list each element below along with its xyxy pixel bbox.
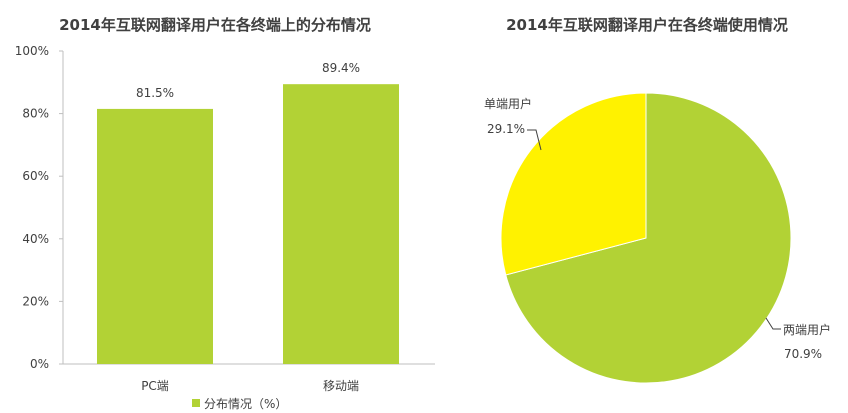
bar [283,84,399,364]
x-axis-ticks: PC端 移动端 [141,379,359,393]
bar-value-label: 89.4% [322,61,360,75]
pie-chart: 2014年互联网翻译用户在各终端使用情况 单端用户 29.1% 两端用户 70.… [484,16,831,384]
leader-line-both [765,317,781,330]
y-tick-label: 100% [15,44,49,58]
pie-slice [500,92,647,276]
legend-swatch [192,399,200,407]
bar-chart-title: 2014年互联网翻译用户在各终端上的分布情况 [59,16,371,34]
pie-label-single-name: 单端用户 [484,96,532,111]
bar-legend: 分布情况（%） [192,397,287,411]
pie-label-both-name: 两端用户 [783,322,831,337]
y-axis-ticks: 0% 20% 40% 60% 80% 100% [15,44,63,371]
y-tick-label: 0% [30,357,49,371]
pie-slice [505,92,792,384]
bar-value-label: 81.5% [136,86,174,100]
pie-slices [500,92,792,384]
x-tick-label: PC端 [141,379,169,393]
pie-label-single-value: 29.1% [487,122,525,136]
x-tick-label: 移动端 [323,379,359,393]
y-tick-label: 80% [22,107,49,121]
bar-chart: 2014年互联网翻译用户在各终端上的分布情况 0% 20% 40% 60% 80% 100… [15,16,435,411]
bar-data-labels: 81.5% 89.4% [136,61,360,100]
y-tick-label: 20% [22,294,49,308]
bar [97,108,213,364]
y-tick-label: 40% [22,232,49,246]
leader-line-single [527,129,542,151]
legend-label: 分布情况（%） [204,397,287,411]
bar-series [97,84,399,364]
pie-chart-title: 2014年互联网翻译用户在各终端使用情况 [506,16,788,34]
pie-label-both-value: 70.9% [784,347,822,361]
y-tick-label: 60% [22,169,49,183]
